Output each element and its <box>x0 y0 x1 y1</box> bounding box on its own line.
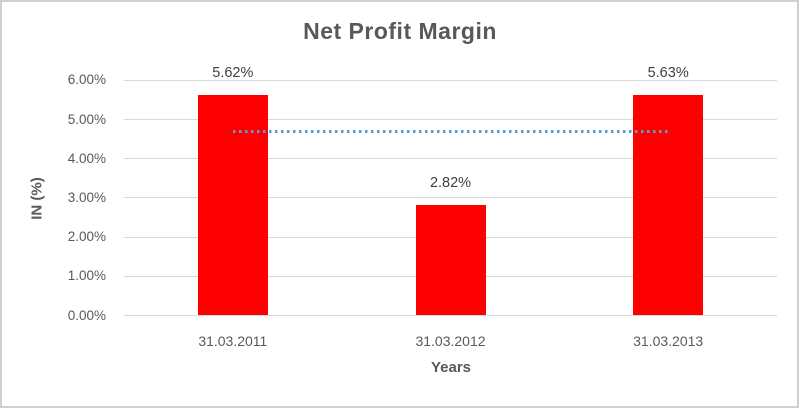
x-category-label: 31.03.2011 <box>198 333 268 349</box>
chart-title: Net Profit Margin <box>303 18 497 44</box>
y-tick-label: 0.00% <box>67 307 106 323</box>
y-tick-label: 5.00% <box>67 111 106 127</box>
gridline <box>124 315 777 316</box>
y-tick-label: 3.00% <box>67 189 106 205</box>
data-label: 2.82% <box>429 174 472 191</box>
trendline <box>232 130 669 133</box>
x-category-label: 31.03.2012 <box>415 333 486 349</box>
y-tick-label: 1.00% <box>67 268 106 284</box>
x-category-label: 31.03.2013 <box>633 333 704 349</box>
bar <box>633 94 704 316</box>
y-tick-label: 2.00% <box>67 229 106 245</box>
gridline <box>124 197 777 199</box>
bar <box>415 204 486 316</box>
data-label: 5.62% <box>212 65 254 82</box>
bar <box>197 95 268 316</box>
gridline <box>124 79 777 81</box>
gridline <box>124 119 777 120</box>
y-tick-label: 4.00% <box>67 150 106 166</box>
data-label: 5.63% <box>647 64 689 81</box>
x-axis-title: Years <box>430 359 472 376</box>
y-tick-label: 6.00% <box>67 72 106 88</box>
gridline <box>124 158 777 160</box>
